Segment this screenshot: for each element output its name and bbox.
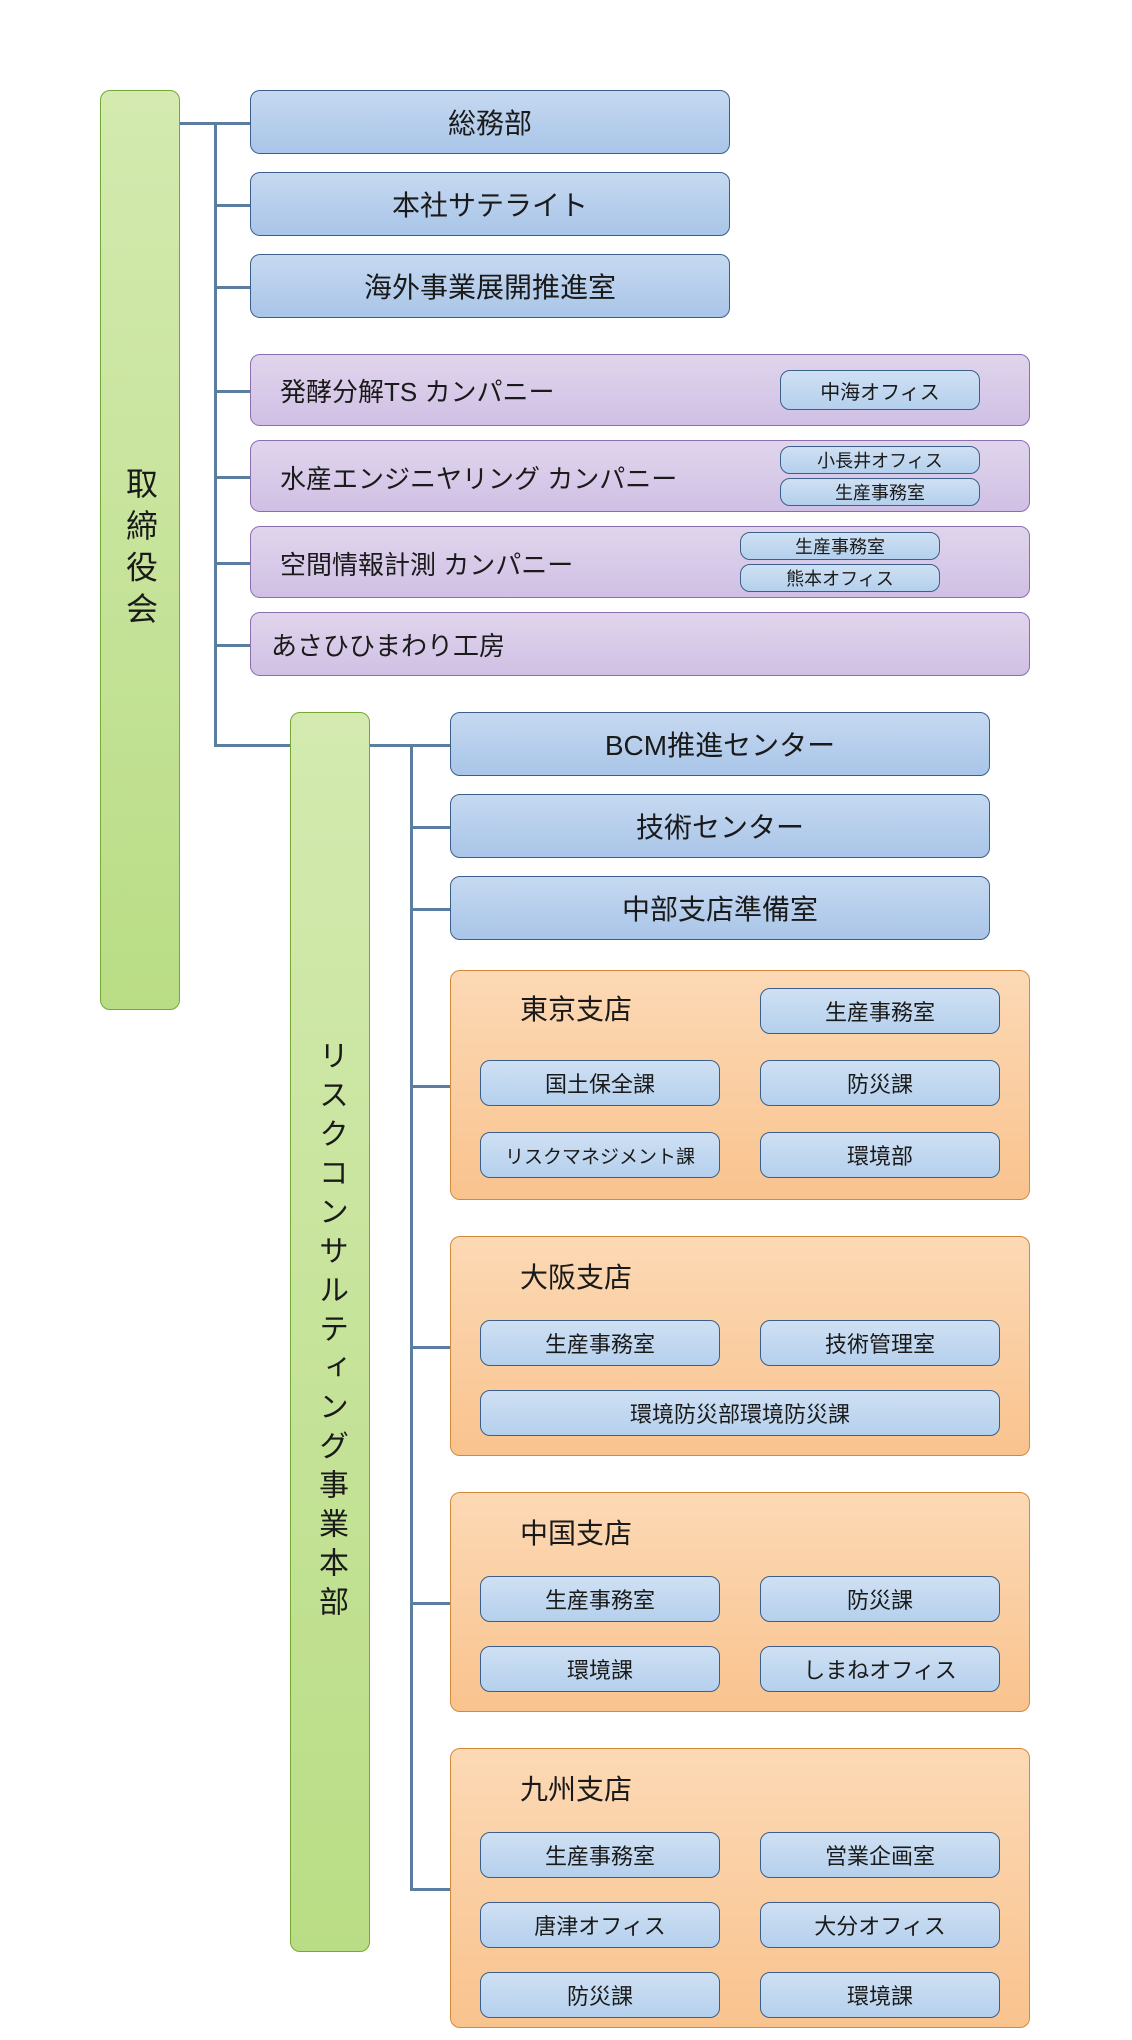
node-suisan_s1: 小長井オフィス [780,446,980,474]
node-tokyo_b2: 国土保全課 [480,1060,720,1106]
connector-line [214,390,250,393]
node-chugoku_b4: しまねオフィス [760,1646,1000,1692]
org-chart-canvas: 取締役会 総務部本社サテライト海外事業展開推進室発酵分解TS カンパニー 中海オフィ… [0,0,1132,2040]
connector-line [214,562,250,565]
node-kaigai: 海外事業展開推進室 [250,254,730,318]
node-kyushu_b1: 生産事務室 [480,1832,720,1878]
node-kyushu_b3: 唐津オフィス [480,1902,720,1948]
connector-line [410,1602,450,1605]
connector-line [410,1085,450,1088]
node-soumu: 総務部 [250,90,730,154]
node-chugoku_t: 中国支店 [510,1512,710,1552]
node-risk: リスクコンサルティング事業本部 [290,712,370,1952]
node-kukan_t: 空間情報計測 カンパニー [270,548,700,578]
node-hakko_t: 発酵分解TS カンパニー [270,370,720,410]
node-gijutsu: 技術センター [450,794,990,858]
node-kukan_s2: 熊本オフィス [740,564,940,592]
node-asahi: あさひひまわり工房 [250,612,1030,676]
node-kyushu_b2: 営業企画室 [760,1832,1000,1878]
connector-line [214,204,250,207]
node-chugoku_b1: 生産事務室 [480,1576,720,1622]
node-kyushu_b6: 環境課 [760,1972,1000,2018]
node-chugoku_b2: 防災課 [760,1576,1000,1622]
node-kyushu_t: 九州支店 [510,1768,710,1808]
node-kyushu_b5: 防災課 [480,1972,720,2018]
node-bcm: BCM推進センター [450,712,990,776]
connector-line [410,744,413,1888]
connector-line [214,122,217,746]
node-osaka_b2: 技術管理室 [760,1320,1000,1366]
node-kyushu_b4: 大分オフィス [760,1902,1000,1948]
node-tokyo_b4: リスクマネジメント課 [480,1132,720,1178]
node-chugoku_b3: 環境課 [480,1646,720,1692]
node-tokyo_b5: 環境部 [760,1132,1000,1178]
node-root: 取締役会 [100,90,180,1010]
connector-line [410,908,450,911]
node-tokyo_t: 東京支店 [510,988,710,1028]
node-tokyo_b1: 生産事務室 [760,988,1000,1034]
node-honsha: 本社サテライト [250,172,730,236]
connector-line [410,1888,450,1891]
node-chubu: 中部支店準備室 [450,876,990,940]
node-suisan_s2: 生産事務室 [780,478,980,506]
node-osaka_b3: 環境防災部環境防災課 [480,1390,1000,1436]
connector-line [214,476,250,479]
node-suisan_t: 水産エンジニヤリング カンパニー [270,462,740,492]
connector-line [214,644,250,647]
node-tokyo_b3: 防災課 [760,1060,1000,1106]
connector-line [214,744,290,747]
node-osaka_t: 大阪支店 [510,1256,710,1296]
node-hakko_s1: 中海オフィス [780,370,980,410]
connector-line [214,286,250,289]
node-osaka_b1: 生産事務室 [480,1320,720,1366]
connector-line [410,826,450,829]
node-kukan_s1: 生産事務室 [740,532,940,560]
connector-line [410,1346,450,1349]
